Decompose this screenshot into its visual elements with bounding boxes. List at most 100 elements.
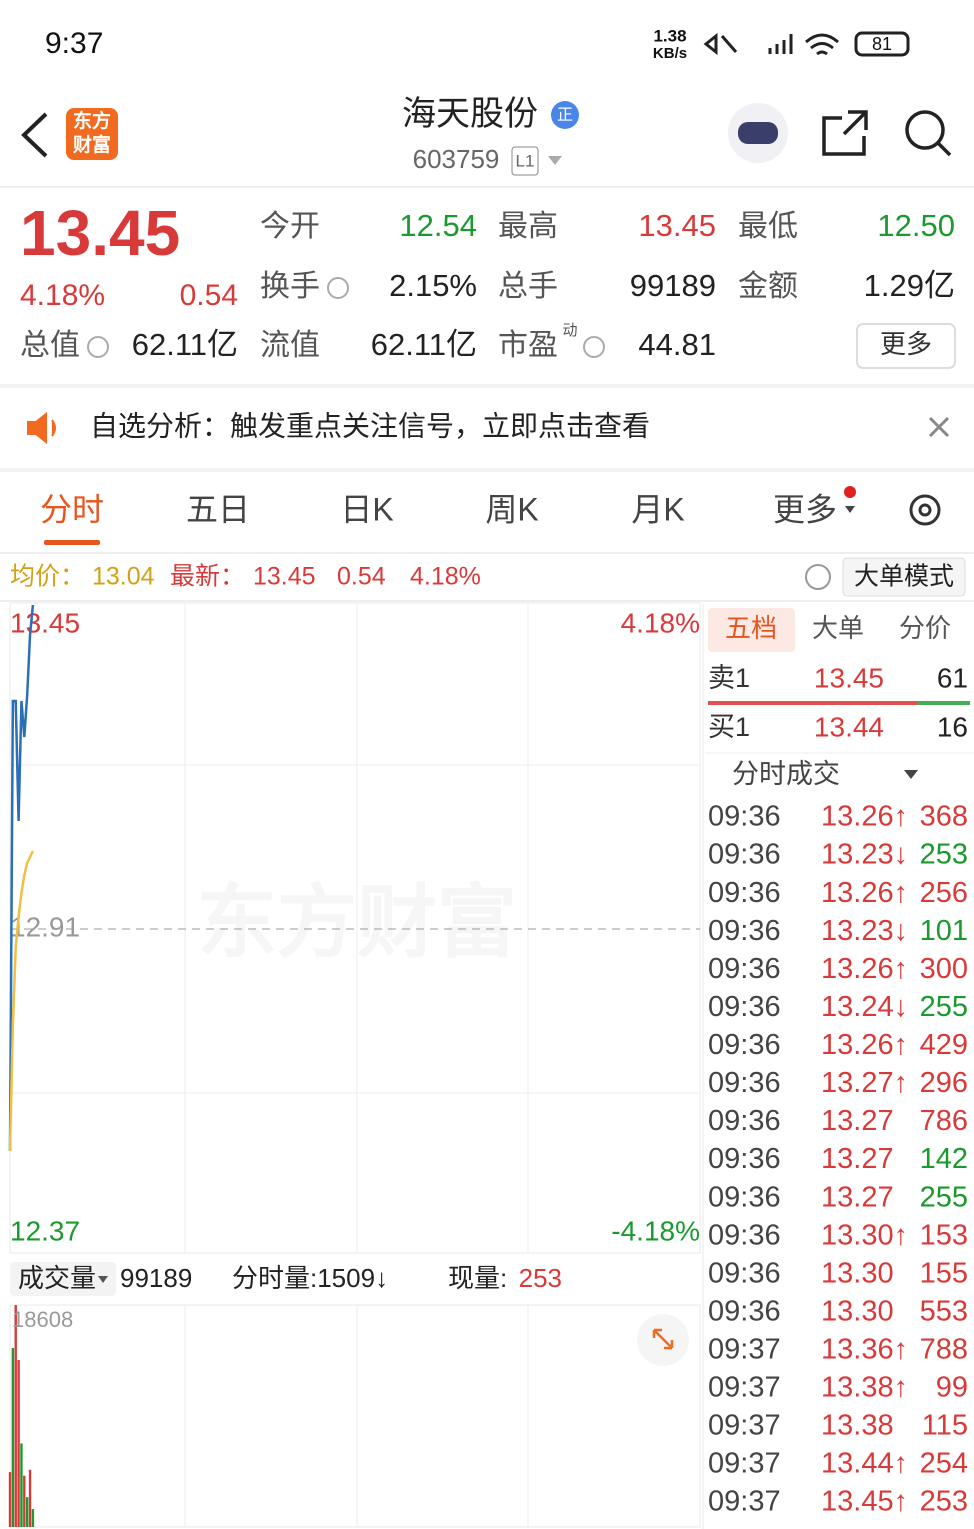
trade-time: 09:36 bbox=[708, 1067, 781, 1099]
stat-label: 今开 bbox=[260, 210, 320, 243]
trade-volume: 155 bbox=[920, 1257, 968, 1289]
trade-time: 09:36 bbox=[708, 991, 781, 1023]
search-button[interactable] bbox=[905, 110, 952, 157]
dropdown-arrow bbox=[98, 1276, 108, 1283]
tab[interactable]: 周K bbox=[485, 491, 538, 527]
stat-label: 换手 bbox=[260, 270, 320, 303]
trade-price: 13.27 bbox=[821, 1143, 894, 1175]
volume-bar bbox=[28, 1469, 32, 1527]
book-label: 买1 bbox=[708, 712, 750, 742]
trade-volume: 253 bbox=[920, 1486, 968, 1518]
trade-time: 09:36 bbox=[708, 953, 781, 985]
y-tick-label: 13.45 bbox=[10, 607, 80, 638]
info-avg: 13.04 bbox=[92, 563, 155, 591]
book-tab[interactable]: 五档 bbox=[725, 613, 777, 643]
trade-volume: 300 bbox=[920, 953, 968, 985]
trade-price: 13.30 bbox=[821, 1295, 894, 1327]
info-icon bbox=[583, 336, 605, 358]
trade-price: 13.26↑ bbox=[821, 953, 908, 985]
tab[interactable]: 更多 bbox=[773, 491, 837, 527]
expand-icon bbox=[652, 1328, 674, 1350]
trade-time: 09:37 bbox=[708, 1486, 781, 1518]
trade-volume: 256 bbox=[920, 877, 968, 909]
vertical-grid bbox=[10, 603, 700, 1527]
volume-bar bbox=[17, 1359, 20, 1527]
trade-volume: 101 bbox=[920, 915, 968, 947]
trade-time: 09:36 bbox=[708, 1257, 781, 1289]
y2-tick-label: -4.18% bbox=[611, 1215, 700, 1246]
tab[interactable]: 五日 bbox=[186, 491, 250, 527]
mode-button[interactable] bbox=[842, 557, 966, 597]
trade-price: 13.23↓ bbox=[821, 839, 908, 871]
stat-value: 2.15% bbox=[389, 268, 477, 303]
info-latest: 13.45 bbox=[253, 563, 316, 591]
stat-label: 市盈 bbox=[498, 329, 558, 362]
volume-bar bbox=[11, 1348, 15, 1527]
more-button[interactable] bbox=[856, 323, 956, 369]
tab[interactable]: 日K bbox=[340, 491, 393, 527]
trade-price: 13.27 bbox=[821, 1181, 894, 1213]
volume-selector[interactable] bbox=[10, 1262, 116, 1296]
battery-icon bbox=[854, 31, 910, 57]
info-avg-label: 均价： bbox=[10, 563, 85, 591]
trade-price: 13.27↑ bbox=[821, 1067, 908, 1099]
divider bbox=[0, 600, 974, 602]
stock-name: 海天股份 bbox=[402, 95, 538, 133]
trade-volume: 254 bbox=[920, 1448, 968, 1480]
badge-text: 正 bbox=[557, 107, 573, 124]
info-icon bbox=[87, 336, 109, 358]
stat-value: 12.50 bbox=[877, 208, 955, 243]
sell-strength bbox=[708, 701, 918, 705]
back-button[interactable] bbox=[21, 112, 48, 158]
volume-bar bbox=[14, 1305, 17, 1527]
trade-price: 13.26↑ bbox=[821, 801, 908, 833]
stat-label: 总手 bbox=[498, 270, 558, 303]
trade-price: 13.23↓ bbox=[821, 915, 908, 947]
book-tab[interactable]: 大单 bbox=[812, 613, 864, 643]
info-icon bbox=[327, 277, 349, 299]
mode-label: 大单模式 bbox=[854, 563, 954, 591]
info-change-pct: 4.18% bbox=[410, 563, 481, 591]
trade-price: 13.38↑ bbox=[821, 1372, 908, 1404]
trades-title[interactable]: 分时成交 bbox=[732, 759, 840, 789]
share-button[interactable] bbox=[822, 110, 868, 156]
battery-level: 81 bbox=[872, 34, 892, 54]
more-label: 更多 bbox=[880, 329, 932, 359]
logo-text: 东方 bbox=[73, 109, 111, 132]
volume-chart-frame bbox=[9, 1304, 701, 1528]
trade-time: 09:36 bbox=[708, 915, 781, 947]
trade-volume: 429 bbox=[920, 1029, 968, 1061]
book-price: 13.45 bbox=[814, 662, 884, 693]
trade-time: 09:36 bbox=[708, 877, 781, 909]
tab-underline bbox=[44, 540, 100, 545]
app-logo[interactable] bbox=[66, 108, 118, 160]
badge-icon bbox=[551, 101, 579, 129]
price-line bbox=[8, 604, 35, 1152]
close-button[interactable] bbox=[928, 416, 950, 438]
settings-button[interactable] bbox=[909, 494, 941, 526]
trade-price: 13.26↑ bbox=[821, 1029, 908, 1061]
help-icon[interactable] bbox=[805, 564, 831, 590]
y-tick-label: 12.91 bbox=[10, 911, 80, 942]
gear-core bbox=[918, 503, 932, 517]
signal-icon bbox=[768, 34, 793, 54]
stat-value: 62.11亿 bbox=[371, 327, 477, 362]
trade-price: 13.38 bbox=[821, 1410, 894, 1442]
change-pct: 4.18% bbox=[20, 279, 105, 312]
dropdown-arrow bbox=[845, 506, 855, 513]
trade-time: 09:37 bbox=[708, 1448, 781, 1480]
stat-value: 44.81 bbox=[638, 327, 716, 362]
book-volume: 16 bbox=[937, 711, 968, 742]
stat-label: 金额 bbox=[738, 270, 798, 303]
divider bbox=[0, 186, 974, 188]
trade-time: 09:36 bbox=[708, 1181, 781, 1213]
trade-time: 09:36 bbox=[708, 839, 781, 871]
level-box bbox=[511, 146, 539, 176]
book-tab[interactable]: 分价 bbox=[899, 613, 951, 643]
tab[interactable]: 分时 bbox=[40, 491, 104, 527]
tab[interactable]: 月K bbox=[631, 491, 684, 527]
mute-icon bbox=[703, 32, 738, 56]
minute-volume: 分时量:1509↓ bbox=[232, 1263, 388, 1293]
info-latest-label: 最新： bbox=[170, 563, 245, 591]
